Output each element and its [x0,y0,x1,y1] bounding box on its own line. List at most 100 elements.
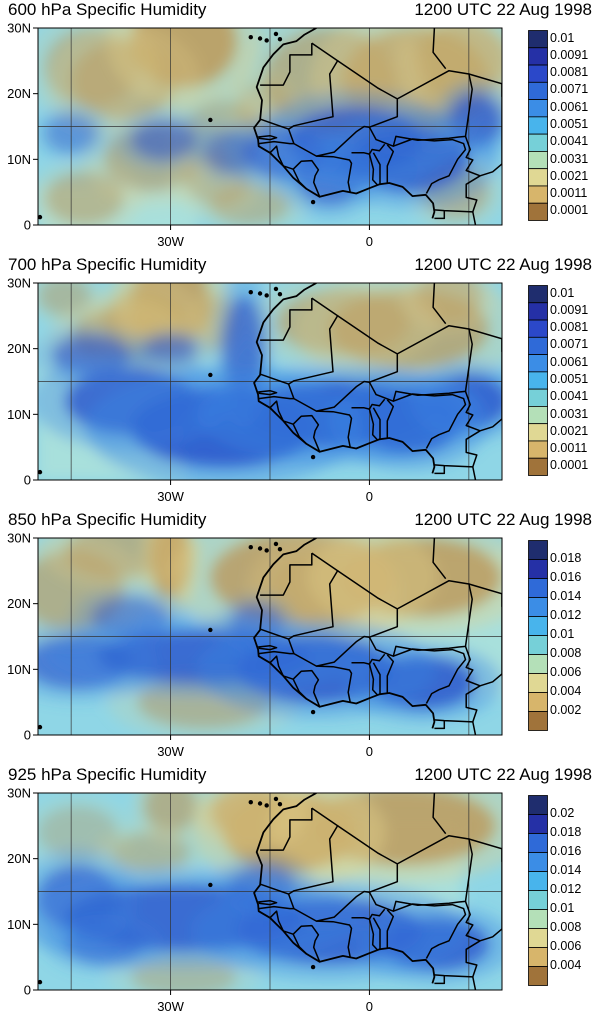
colorbar-label: 0.0051 [550,117,589,131]
island [273,31,279,37]
colorbar-label: 0.0061 [550,354,589,369]
lon-label: 30W [157,489,184,504]
colorbar-label: 0.0011 [550,441,588,456]
colorbar-swatch [528,371,548,390]
colorbar-swatch [528,654,548,674]
colorbar-swatches [528,540,548,731]
island [208,882,213,888]
country-border [434,975,446,985]
colorbar-swatch [528,64,548,83]
country-border [393,648,467,704]
map-panel: 700 hPa Specific Humidity 1200 UTC 22 Aug… [0,255,600,510]
lat-label: 30N [7,276,31,291]
country-border [351,398,386,410]
colorbar-swatch [528,440,548,459]
map-frame [37,27,503,226]
country-border [434,465,446,475]
island [277,291,283,297]
colorbar-swatch [528,116,548,135]
moist-field-halo [435,80,502,160]
country-border [468,73,502,97]
humidity-map: 30N 20N 10N 0 30W 0 [7,786,503,1014]
colorbar-label: 0.01 [550,627,575,641]
colorbar-swatches [528,795,548,986]
colorbar-swatch [528,457,548,476]
country-border [260,43,313,86]
country-border [258,134,278,141]
country-border [269,400,321,453]
colorbar-label: 0.01 [550,901,575,915]
colorbar-label: 0.018 [550,825,582,839]
country-border [351,908,386,920]
country-border [368,69,473,147]
panel-time: 1200 UTC 22 Aug 1998 [414,510,592,529]
country-border [368,918,378,951]
country-border [368,834,473,912]
country-border [316,665,353,703]
colorbar-label: 0.016 [550,844,582,858]
lat-label: 20N [7,86,31,101]
island [248,544,253,550]
humidity-map: 30N 20N 10N 0 30W 0 [7,531,503,759]
colorbar-swatch [528,833,548,853]
island [264,803,269,808]
map-panel: 600 hPa Specific Humidity 1200 UTC 22 Aug… [0,0,600,255]
humidity-map: 30N 20N 10N 0 30W 0 [7,276,503,504]
map-frame [37,792,503,991]
colorbar-swatch [528,30,548,49]
colorbar-swatch [528,616,548,636]
country-border [316,920,353,958]
country-border [316,155,353,193]
island [310,199,316,205]
moist-field-halo [114,110,214,170]
country-border [351,143,386,155]
colorbar-label: 0.02 [550,806,575,820]
country-border [372,407,381,440]
colorbar-swatch [528,711,548,731]
country-border [432,793,447,835]
colorbar-label: 0.012 [550,608,582,622]
country-border [260,552,339,640]
country-border [472,721,478,735]
country-border [292,423,308,445]
colorbar-label: 0.016 [550,570,582,584]
moist-field-halo [356,904,502,984]
lat-label: 30N [7,21,31,36]
country-border [468,583,502,607]
colorbar: 0.02 0.018 0.016 0.014 0.012 0.01 0.008 0.006 0.… [528,795,600,986]
colorbar-label: 0.0061 [550,99,589,114]
country-border [258,899,278,906]
country-border [472,466,478,480]
country-border [393,138,467,194]
island [248,799,253,805]
dry-field-halo [268,793,502,883]
country-border [368,663,378,696]
colorbar-label: 0.0091 [550,302,589,317]
colorbar-label: 0.014 [550,863,582,877]
island [38,979,43,985]
colorbar-swatch [528,673,548,693]
country-border [260,807,339,895]
colorbar-label: 0.01 [550,285,575,300]
island [277,801,283,807]
country-border [386,909,395,949]
lat-label: 0 [24,218,31,233]
colorbar: 0.01 0.0091 0.0081 0.0071 0.0061 0.0051 0.0041… [528,30,600,221]
colorbar-swatch [528,597,548,617]
island [208,627,213,633]
colorbar-label: 0.004 [550,958,582,972]
country-border [432,538,447,580]
country-border [260,553,313,596]
island [38,214,43,220]
moist-field-halo [190,123,270,183]
panel-time: 1200 UTC 22 Aug 1998 [414,765,592,784]
colorbar-swatch [528,406,548,425]
colorbar-swatch [528,559,548,579]
colorbar-label: 0.002 [550,703,582,717]
colorbar-label: 0.01 [550,30,575,45]
colorbar-swatch [528,168,548,187]
colorbar-swatch [528,302,548,321]
moist-field-halo [279,139,380,219]
colorbar-swatch [528,285,548,304]
colorbar-label: 0.006 [550,665,582,679]
